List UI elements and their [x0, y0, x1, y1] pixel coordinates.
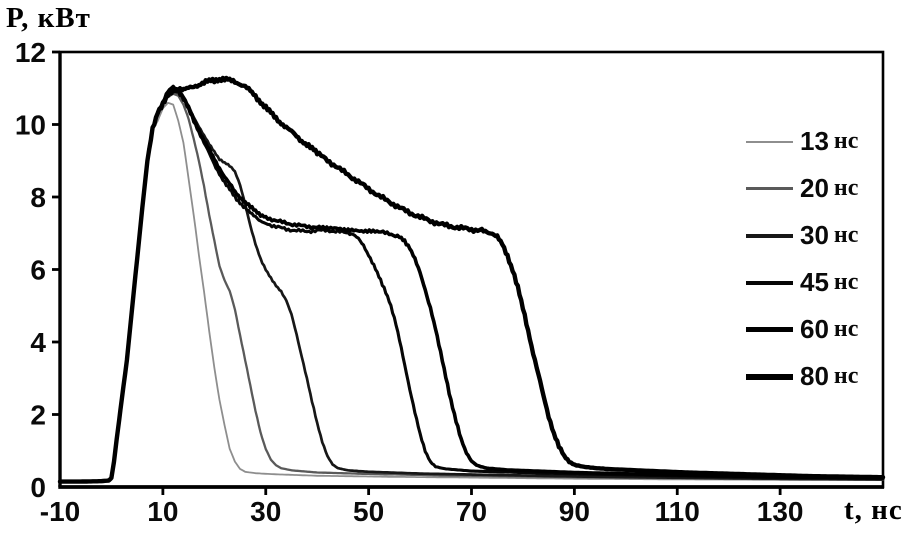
legend-unit: нс [833, 363, 859, 389]
y-tick-label: 2 [30, 400, 46, 431]
legend-unit: нс [833, 175, 859, 201]
legend-unit: нс [833, 316, 859, 342]
x-tick-label: -10 [40, 496, 80, 527]
x-tick-label: 50 [353, 496, 384, 527]
legend-item-20ns: 20 нс [746, 165, 858, 212]
y-tick-label: 0 [30, 472, 46, 503]
legend-value: 20 [800, 173, 829, 203]
legend-value: 13 [800, 126, 829, 156]
x-tick-label: 70 [456, 496, 487, 527]
y-tick-label: 8 [30, 182, 46, 213]
legend-swatch [746, 327, 793, 332]
legend-value: 45 [800, 267, 829, 297]
legend-item-30ns: 30 нс [746, 212, 858, 259]
legend-unit: нс [833, 222, 859, 248]
legend-value: 30 [800, 220, 829, 250]
x-tick-label: 30 [250, 496, 281, 527]
y-tick-label: 10 [15, 110, 46, 141]
y-tick-label: 6 [30, 255, 46, 286]
legend-value: 60 [800, 314, 829, 344]
curve-80ns [57, 75, 886, 484]
legend-item-80ns: 80 нс [746, 353, 858, 400]
y-tick-label: 4 [30, 327, 46, 358]
x-tick-label: 90 [559, 496, 590, 527]
x-tick-label: 10 [147, 496, 178, 527]
legend-unit: нс [833, 269, 859, 295]
legend-swatch [746, 373, 793, 380]
legend: 13 нс 20 нс 30 нс 45 нс 60 нс 80 нс [746, 118, 858, 400]
legend-value: 80 [800, 361, 829, 391]
x-tick-label: 130 [757, 496, 804, 527]
legend-swatch [746, 280, 793, 285]
x-axis-title: t, нс [844, 494, 903, 526]
legend-swatch [746, 140, 793, 143]
legend-item-45ns: 45 нс [746, 259, 858, 306]
legend-swatch [746, 187, 793, 190]
legend-unit: нс [833, 128, 859, 154]
y-axis-title: Р, кВт [6, 2, 91, 34]
legend-swatch [746, 233, 793, 238]
legend-item-60ns: 60 нс [746, 306, 858, 353]
y-tick-label: 12 [15, 37, 46, 68]
legend-item-13ns: 13 нс [746, 118, 858, 165]
x-tick-label: 110 [655, 496, 700, 527]
